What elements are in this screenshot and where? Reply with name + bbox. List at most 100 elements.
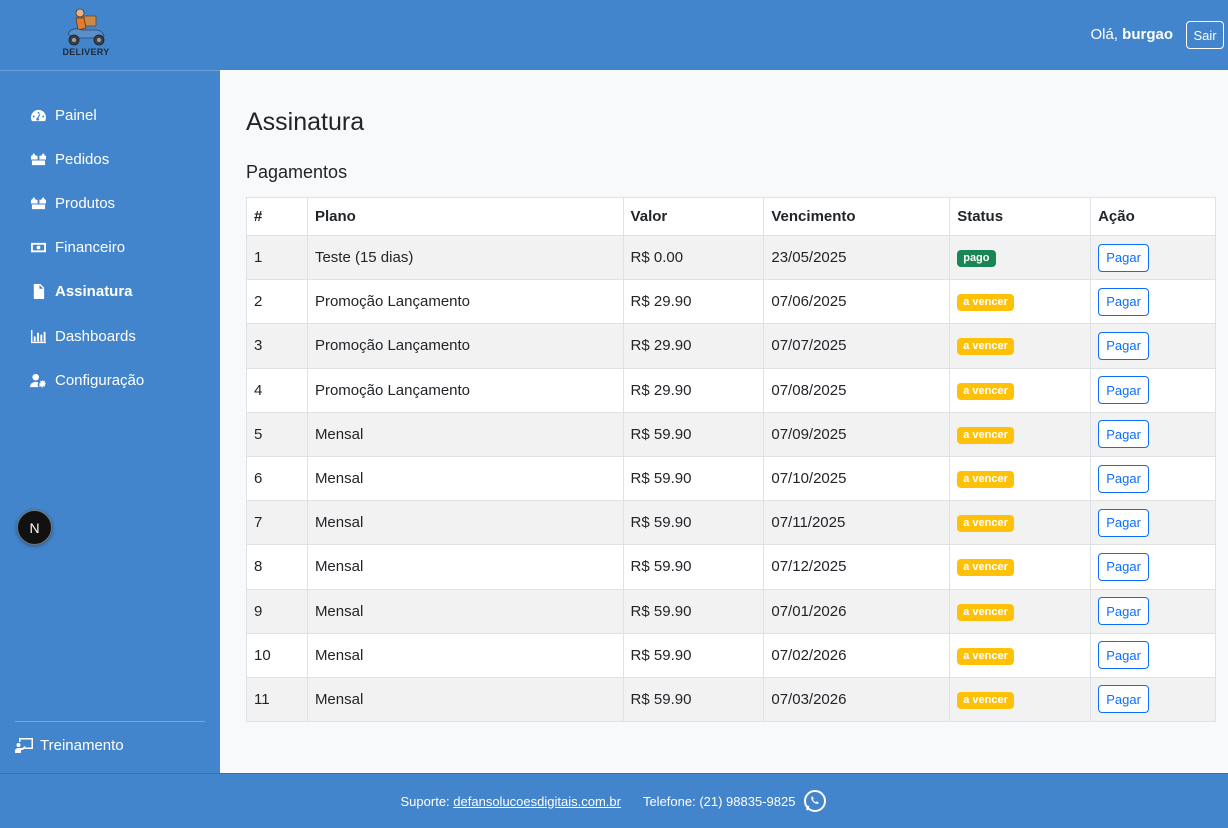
cell-valor: R$ 59.90: [622, 632, 765, 678]
pay-button[interactable]: Pagar: [1098, 420, 1150, 449]
payments-table: # Plano Valor Vencimento Status Ação 1 Te…: [246, 197, 1216, 723]
cell-plano: Mensal: [306, 544, 624, 590]
cell-n: 11: [246, 676, 308, 723]
status-badge: a vencer: [957, 471, 1014, 489]
cell-plano: Promoção Lançamento: [306, 323, 624, 369]
cell-plano: Mensal: [306, 455, 624, 502]
sidebar-item-assinatura[interactable]: Assinatura: [0, 270, 220, 314]
table-row: 10 Mensal R$ 59.90 07/02/2026 a vencer Pagar: [246, 632, 1216, 678]
top-bar: DELIVERY Olá, burgao Sair: [0, 0, 1228, 70]
pay-button[interactable]: Pagar: [1098, 641, 1150, 670]
pay-button[interactable]: Pagar: [1098, 243, 1150, 272]
sidebar-item-label: Painel: [55, 106, 97, 124]
sidebar-item-financeiro[interactable]: Financeiro: [0, 226, 220, 270]
cell-valor: R$ 59.90: [622, 500, 765, 546]
column-header: Valor: [622, 197, 765, 236]
cell-valor: R$ 0.00: [622, 234, 765, 281]
cell-n: 3: [246, 323, 308, 369]
cell-vencimento: 07/08/2025: [763, 367, 951, 413]
cell-n: 6: [246, 455, 308, 502]
pay-button[interactable]: Pagar: [1098, 597, 1150, 626]
floating-n-badge[interactable]: N: [17, 510, 52, 545]
pay-button[interactable]: Pagar: [1098, 552, 1150, 581]
cell-valor: R$ 59.90: [622, 411, 765, 457]
table-row: 1 Teste (15 dias) R$ 0.00 23/05/2025 pago Pag…: [246, 234, 1216, 281]
sidebar-item-label: Dashboards: [55, 327, 136, 345]
cell-status: a vencer: [949, 588, 1092, 634]
cell-status: a vencer: [949, 544, 1092, 590]
column-header: Status: [949, 197, 1092, 236]
cell-status: a vencer: [949, 279, 1092, 325]
status-badge: a vencer: [957, 338, 1014, 356]
sidebar-item-produtos[interactable]: Produtos: [0, 181, 220, 225]
cell-status: pago: [949, 234, 1092, 281]
sidebar-divider: [15, 721, 205, 722]
logout-button[interactable]: Sair: [1186, 21, 1224, 49]
cell-plano: Mensal: [306, 588, 624, 634]
cell-status: a vencer: [949, 500, 1092, 546]
status-badge: pago: [957, 250, 996, 268]
cell-n: 10: [246, 632, 308, 678]
column-header: Plano: [306, 197, 624, 236]
sidebar-item-dashboards[interactable]: Dashboards: [0, 314, 220, 358]
cell-action: Pagar: [1090, 588, 1216, 634]
table-row: 7 Mensal R$ 59.90 07/11/2025 a vencer Pagar: [246, 500, 1216, 546]
sidebar-nav: Painel Pedidos Produtos Financeiro Assin…: [0, 93, 220, 402]
logo-text: DELIVERY: [62, 47, 110, 57]
cell-action: Pagar: [1090, 544, 1216, 590]
cell-status: a vencer: [949, 632, 1092, 678]
money-icon: [29, 240, 47, 256]
table-row: 3 Promoção Lançamento R$ 29.90 07/07/2025 a …: [246, 323, 1216, 369]
user-greeting: Olá, burgao: [1090, 26, 1173, 43]
cell-n: 4: [246, 367, 308, 413]
pay-button[interactable]: Pagar: [1098, 287, 1150, 316]
sidebar-item-pedidos[interactable]: Pedidos: [0, 137, 220, 181]
cell-vencimento: 07/10/2025: [763, 455, 951, 502]
sidebar-item-configuracao[interactable]: Configuração: [0, 358, 220, 402]
cell-plano: Promoção Lançamento: [306, 367, 624, 413]
status-badge: a vencer: [957, 515, 1014, 533]
cell-action: Pagar: [1090, 411, 1216, 457]
cell-vencimento: 07/09/2025: [763, 411, 951, 457]
support-link[interactable]: defansolucoesdigitais.com.br: [453, 793, 621, 809]
footer: Suporte: defansolucoesdigitais.com.br Te…: [0, 773, 1228, 828]
cell-status: a vencer: [949, 367, 1092, 413]
pay-button[interactable]: Pagar: [1098, 376, 1150, 405]
cell-plano: Mensal: [306, 632, 624, 678]
payments-table-body: 1 Teste (15 dias) R$ 0.00 23/05/2025 pago Pag…: [246, 234, 1216, 723]
cell-status: a vencer: [949, 323, 1092, 369]
cell-action: Pagar: [1090, 367, 1216, 413]
pay-button[interactable]: Pagar: [1098, 508, 1150, 537]
column-header: Vencimento: [763, 197, 951, 236]
table-row: 11 Mensal R$ 59.90 07/03/2026 a vencer Pagar: [246, 676, 1216, 723]
user-gear-icon: [29, 372, 47, 388]
cell-plano: Mensal: [306, 676, 624, 723]
cell-valor: R$ 29.90: [622, 367, 765, 413]
cell-valor: R$ 59.90: [622, 544, 765, 590]
status-badge: a vencer: [957, 691, 1014, 709]
sidebar-item-label: Configuração: [55, 371, 145, 389]
status-badge: a vencer: [957, 382, 1014, 400]
cell-valor: R$ 59.90: [622, 455, 765, 502]
cell-valor: R$ 59.90: [622, 676, 765, 723]
sidebar-item-treinamento[interactable]: Treinamento: [15, 737, 124, 754]
bar-chart-icon: [29, 328, 47, 344]
sidebar-item-label: Pedidos: [55, 150, 110, 168]
cell-vencimento: 07/11/2025: [763, 500, 951, 546]
cell-vencimento: 07/03/2026: [763, 676, 951, 723]
cell-vencimento: 23/05/2025: [763, 234, 951, 281]
column-header: #: [246, 197, 308, 236]
cell-vencimento: 07/07/2025: [763, 323, 951, 369]
pay-button[interactable]: Pagar: [1098, 685, 1150, 714]
table-header-row: # Plano Valor Vencimento Status Ação: [246, 197, 1216, 236]
sidebar-item-label: Financeiro: [55, 239, 126, 257]
pay-button[interactable]: Pagar: [1098, 464, 1150, 493]
cell-plano: Mensal: [306, 411, 624, 457]
delivery-logo[interactable]: DELIVERY: [58, 6, 114, 60]
support-label: Suporte:: [400, 793, 450, 809]
table-row: 8 Mensal R$ 59.90 07/12/2025 a vencer Pagar: [246, 544, 1216, 590]
pay-button[interactable]: Pagar: [1098, 331, 1150, 360]
cell-action: Pagar: [1090, 279, 1216, 325]
sidebar-item-painel[interactable]: Painel: [0, 93, 220, 137]
whatsapp-icon[interactable]: [803, 789, 827, 813]
